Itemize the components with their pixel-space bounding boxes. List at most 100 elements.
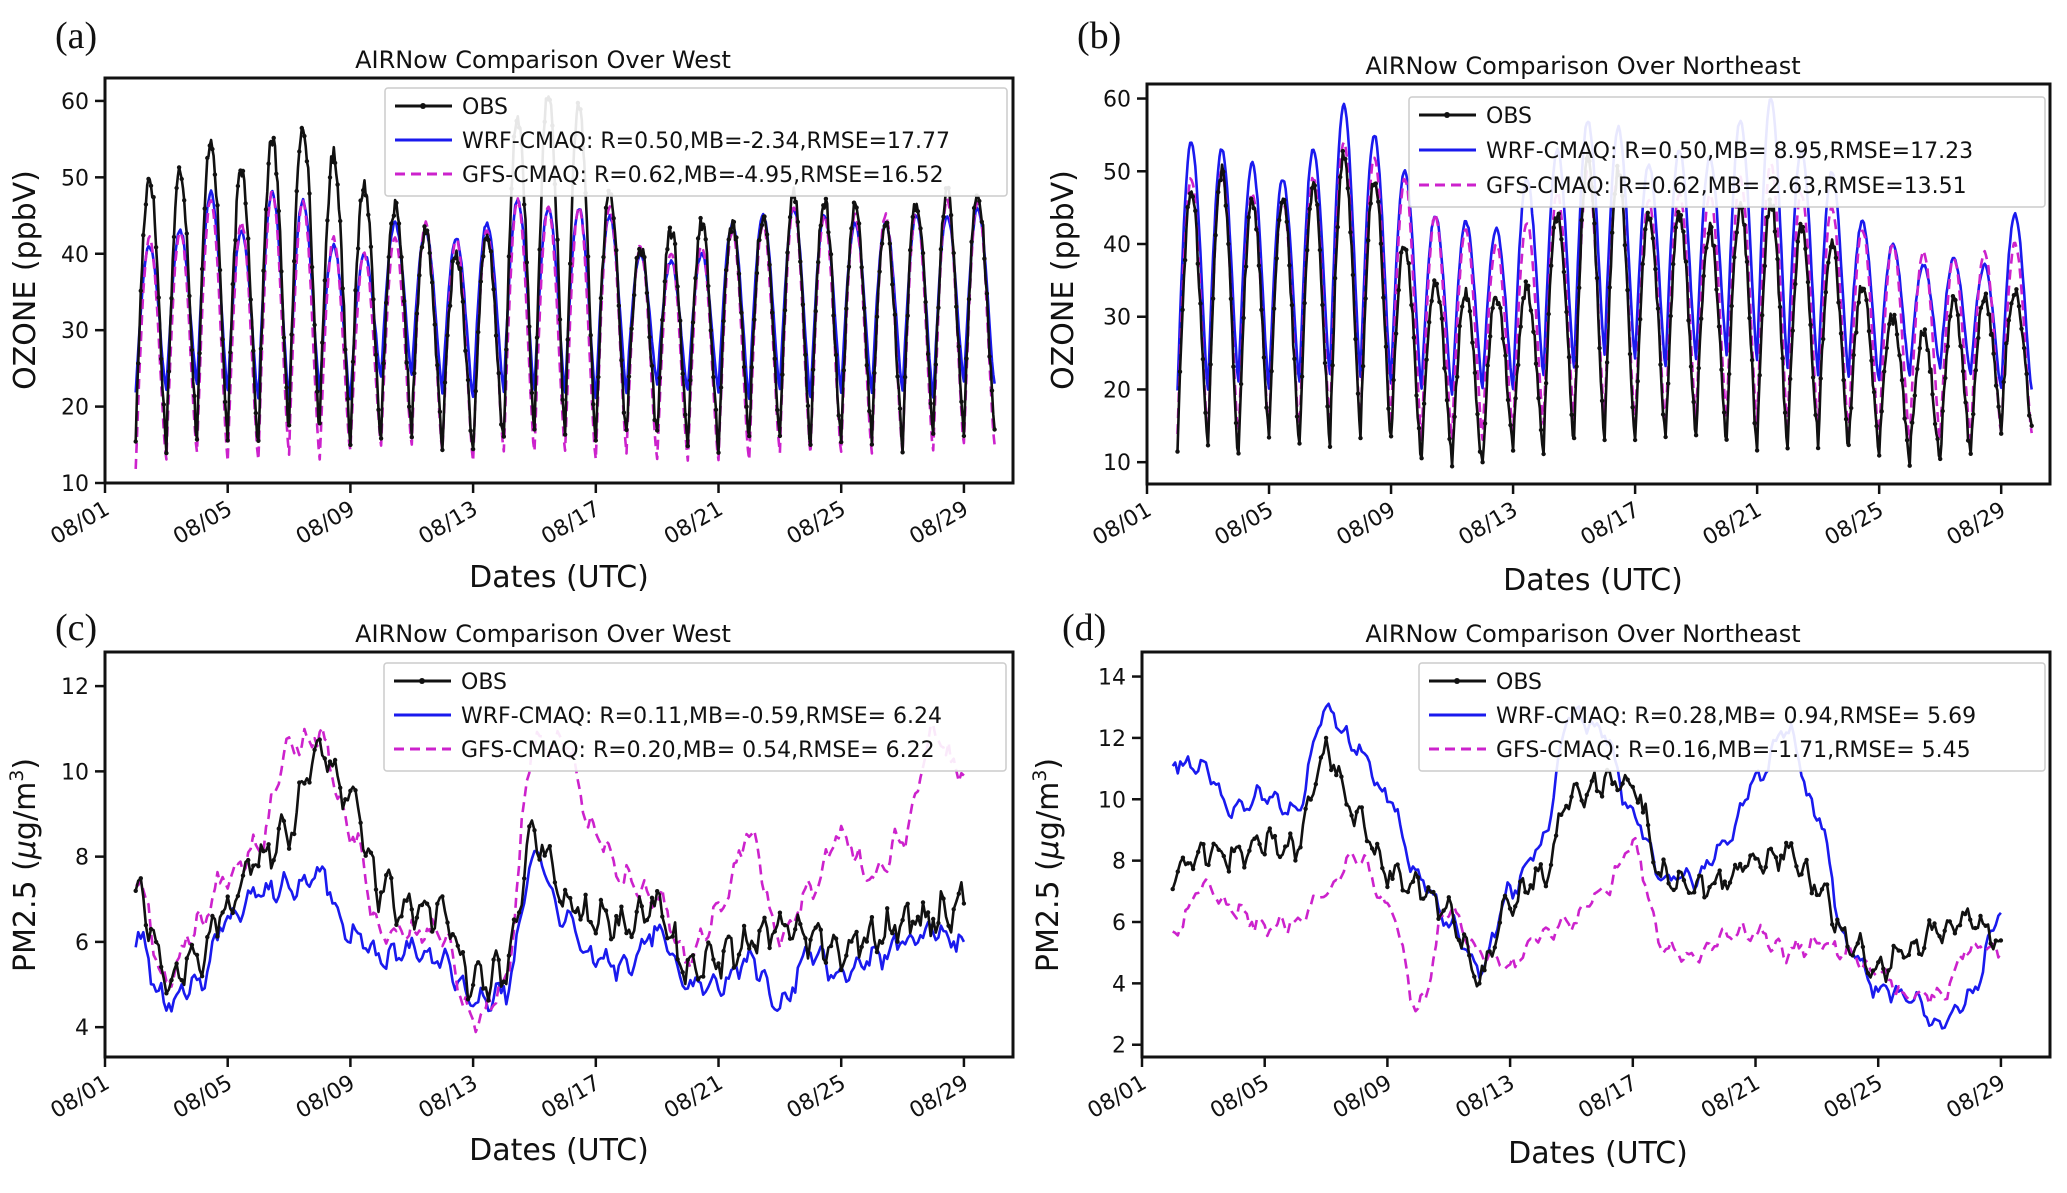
obs-point [1854, 330, 1859, 335]
obs-point [488, 249, 494, 254]
obs-point [1200, 356, 1206, 362]
x-tick-label: 08/01 [1084, 1071, 1151, 1124]
obs-point [1681, 229, 1686, 234]
obs-point [1323, 735, 1329, 741]
obs-point [192, 393, 197, 399]
obs-point [246, 236, 251, 241]
obs-point [1721, 410, 1727, 415]
x-tick-label: 08/05 [1206, 1071, 1273, 1124]
obs-point [1794, 864, 1799, 869]
obs-point [895, 939, 900, 944]
y-tick-label: 6 [75, 931, 89, 956]
obs-point [1855, 941, 1861, 946]
obs-point [1405, 889, 1411, 895]
obs-point [562, 432, 568, 437]
obs-point [1610, 230, 1615, 235]
obs-point [1640, 261, 1645, 267]
legend-label-gfs: GFS-CMAQ: R=0.62,MB= 2.63,RMSE=13.51 [1486, 174, 1967, 199]
obs-point [1170, 886, 1175, 892]
obs-point [782, 308, 788, 313]
obs-point [629, 934, 634, 940]
obs-point [1490, 305, 1495, 311]
legend-label-obs: OBS [461, 670, 507, 695]
obs-point [557, 317, 563, 322]
obs-point [772, 356, 777, 361]
legend-marker-obs [1444, 112, 1450, 118]
obs-point [931, 431, 936, 436]
y-tick-label: 50 [61, 166, 89, 191]
obs-point [964, 356, 969, 361]
obs-point [274, 171, 279, 176]
obs-point [276, 826, 281, 831]
obs-point [1904, 438, 1910, 443]
obs-point [1206, 862, 1211, 868]
obs-point [1411, 335, 1417, 340]
obs-point [593, 931, 598, 936]
obs-point [1762, 263, 1768, 269]
obs-point [1599, 398, 1605, 403]
obs-point [1406, 261, 1412, 266]
obs-point [1282, 197, 1287, 203]
obs-point [920, 900, 926, 905]
obs-point [1477, 981, 1482, 986]
obs-point [1196, 849, 1201, 855]
obs-point [1935, 436, 1940, 442]
obs-point [225, 894, 230, 899]
obs-point [1978, 305, 1984, 311]
obs-point [1353, 336, 1358, 342]
obs-point [1528, 883, 1533, 888]
obs-point [399, 914, 404, 919]
obs-point [292, 259, 297, 264]
obs-point [1256, 263, 1262, 268]
obs-point [1271, 306, 1277, 311]
obs-point [1521, 296, 1526, 301]
obs-point [652, 417, 657, 423]
obs-point [371, 297, 376, 302]
obs-point [879, 940, 885, 945]
obs-point [348, 788, 353, 793]
obs-point [767, 945, 772, 951]
obs-point [1727, 880, 1733, 885]
obs-point [1991, 351, 1996, 356]
y-axis-label: PM2.5 (μg/m3) [6, 758, 43, 972]
obs-point [1584, 792, 1590, 798]
obs-point [153, 245, 159, 250]
x-tick-label: 08/13 [415, 497, 482, 550]
obs-point [460, 299, 466, 304]
obs-point [1630, 784, 1636, 790]
obs-point [430, 929, 435, 934]
obs-point [1915, 366, 1920, 372]
obs-point [1439, 316, 1445, 321]
obs-point [1996, 404, 2001, 409]
obs-point [1772, 229, 1778, 234]
obs-point [1785, 446, 1790, 451]
obs-point [1838, 331, 1844, 336]
obs-point [1457, 323, 1462, 329]
obs-point [637, 246, 642, 252]
obs-point [2009, 301, 2014, 306]
obs-point [1845, 944, 1850, 949]
obs-point [1421, 401, 1427, 406]
obs-point [777, 910, 783, 915]
x-axis: 08/01 08/05 08/09 08/13 08/17 08/21 08/25 08/29 [1084, 1057, 2010, 1124]
obs-point [1747, 315, 1752, 321]
obs-point [1421, 896, 1426, 901]
obs-point [345, 396, 350, 402]
obs-point [1503, 353, 1508, 358]
obs-point [695, 977, 701, 982]
obs-point [1699, 316, 1704, 321]
obs-point [338, 785, 343, 790]
obs-point [1415, 875, 1421, 880]
obs-point [936, 305, 941, 310]
legend-marker-obs [420, 103, 426, 109]
obs-point [1523, 279, 1529, 284]
obs-point [302, 781, 307, 786]
obs-point [726, 934, 731, 939]
y-axis-label: PM2.5 (μg/m3) [1029, 758, 1066, 972]
obs-point [795, 219, 800, 225]
obs-point [1427, 320, 1432, 325]
obs-point [1754, 448, 1760, 453]
obs-point [803, 936, 808, 941]
obs-point [905, 901, 910, 906]
obs-point [1410, 879, 1416, 884]
